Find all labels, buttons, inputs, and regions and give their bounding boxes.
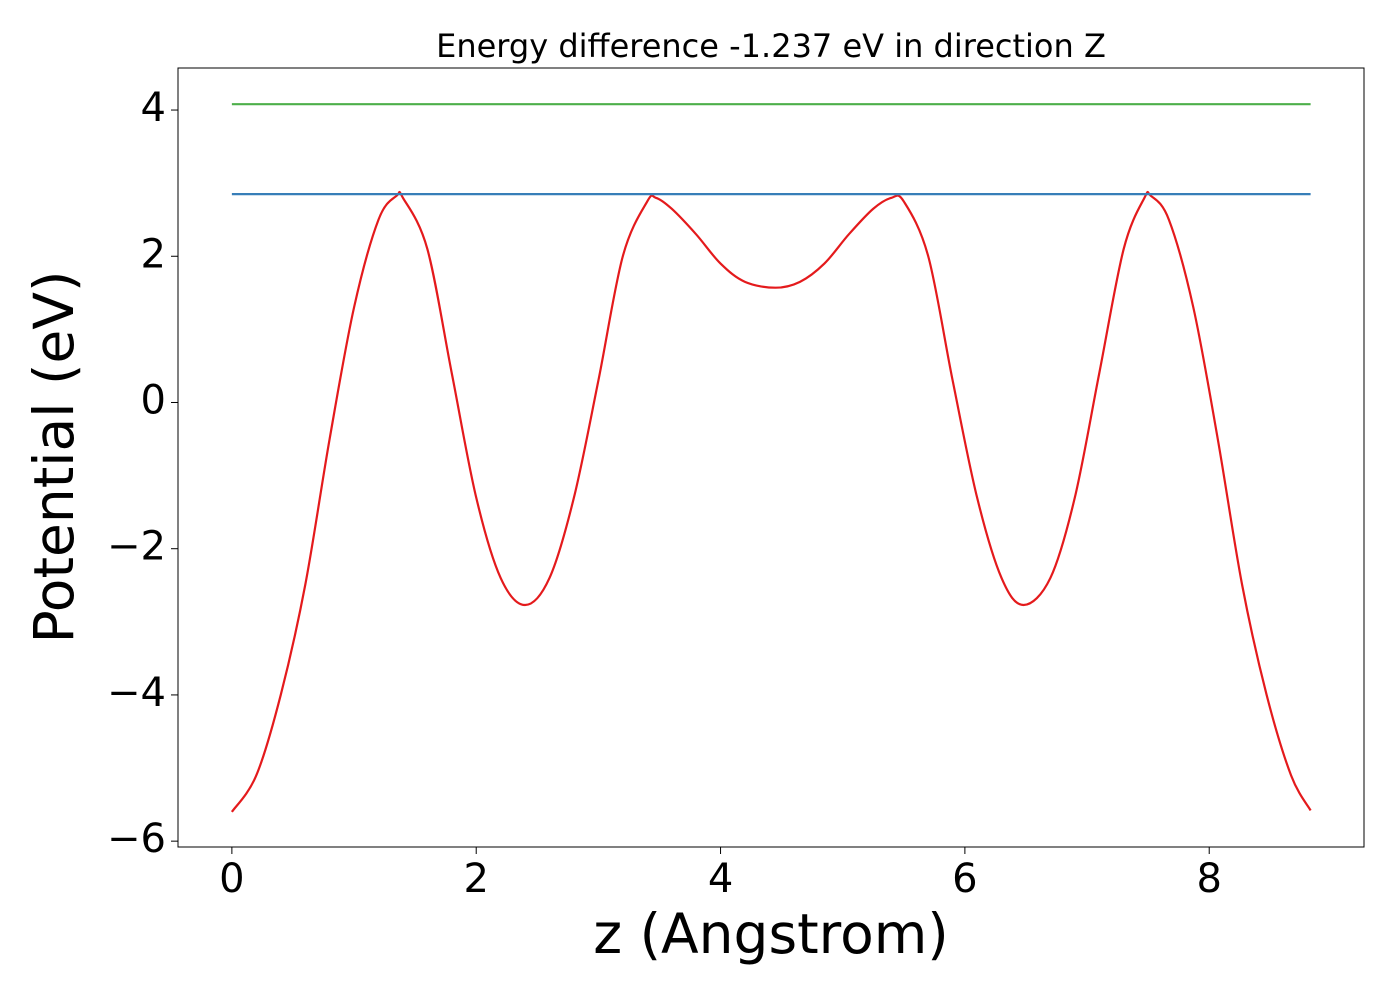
- y-tick-label: −4: [107, 670, 166, 716]
- x-tick-label: 8: [1196, 856, 1221, 902]
- y-tick-label: −2: [107, 524, 166, 570]
- line-series: [230, 190, 1312, 813]
- x-axis-label: z (Angstrom): [593, 902, 949, 966]
- x-tick-label: 2: [463, 856, 488, 902]
- x-tick-label: 4: [708, 856, 733, 902]
- y-tick-label: 4: [141, 85, 166, 131]
- y-tick-label: 2: [141, 231, 166, 277]
- plot-frame: [177, 67, 1365, 848]
- y-tick-label: −6: [107, 816, 166, 862]
- y-tick-label: 0: [141, 377, 166, 423]
- x-tick-label: 0: [219, 856, 244, 902]
- chart-title: Energy difference -1.237 eV in direction…: [436, 27, 1106, 65]
- y-axis-label: Potential (eV): [22, 271, 86, 644]
- x-tick-label: 6: [952, 856, 977, 902]
